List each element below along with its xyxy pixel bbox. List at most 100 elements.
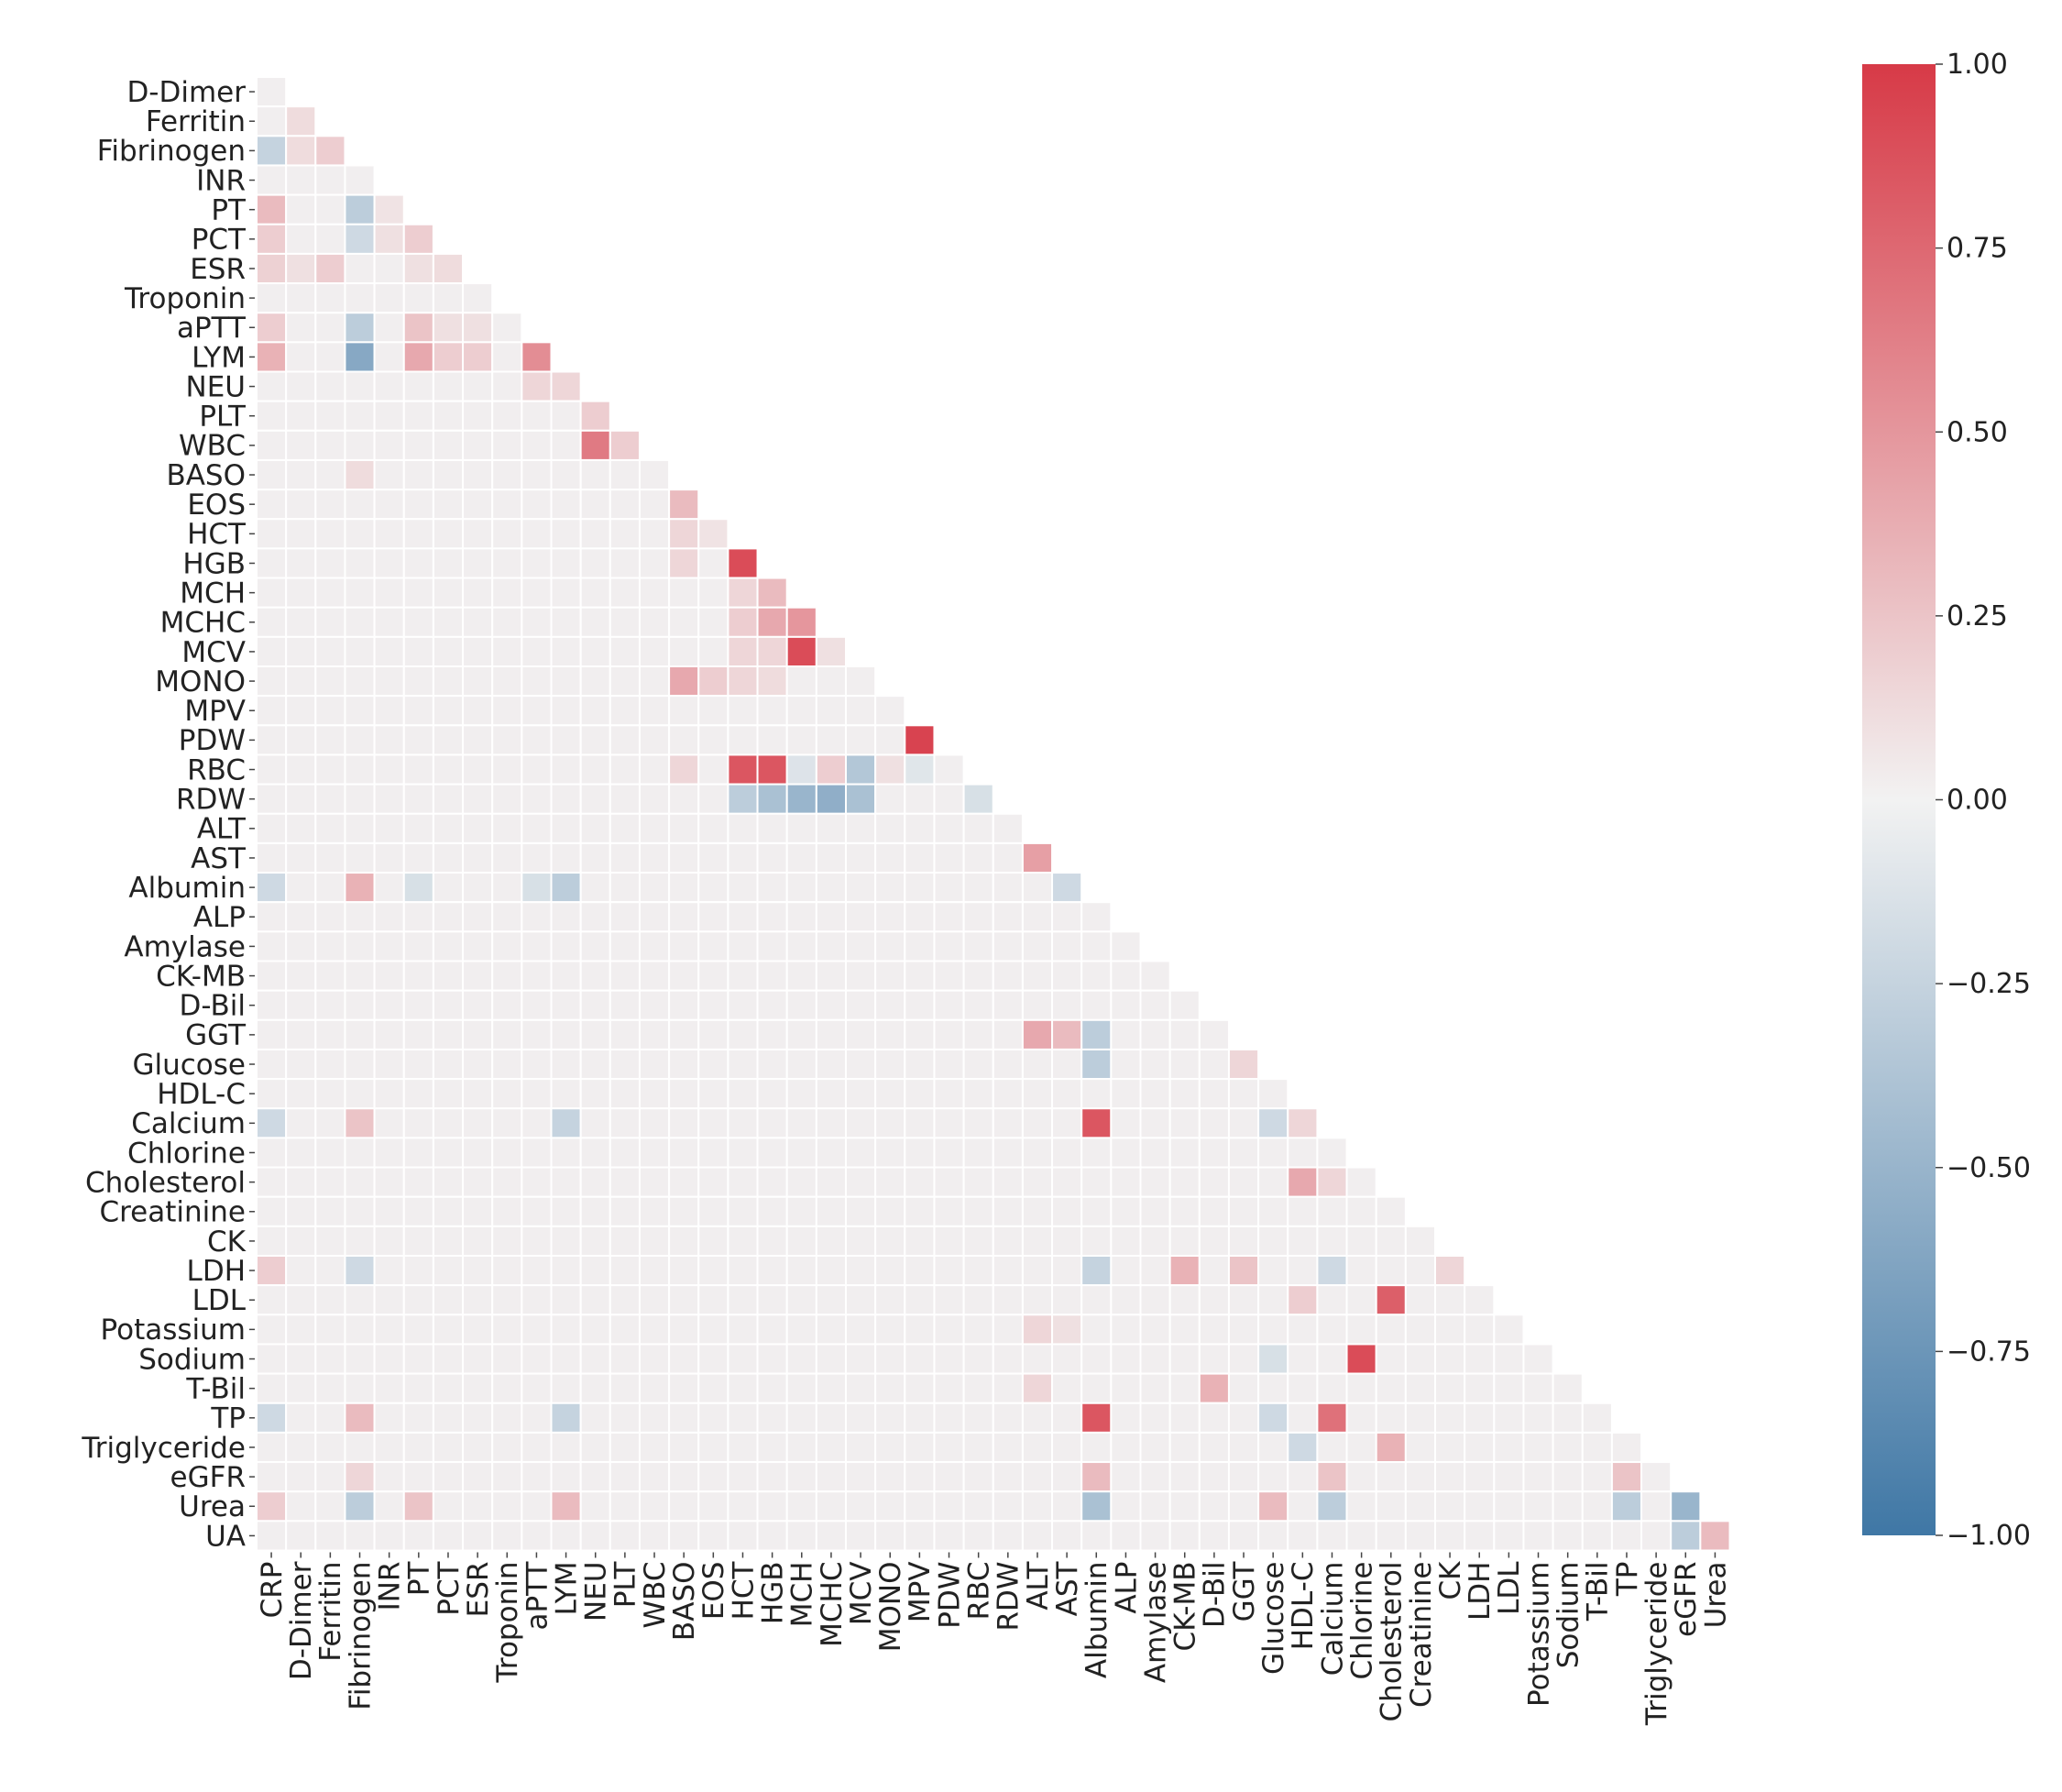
heatmap-cell-Potassium-GGT — [1227, 1314, 1260, 1346]
heatmap-cell-ALP-HGB — [756, 901, 788, 933]
heatmap-cell-Cholesterol-NEU — [579, 1166, 611, 1198]
heatmap-cell-INR-CRP — [256, 164, 288, 196]
heatmap-cell-T-Bil-ALP — [1110, 1372, 1142, 1404]
heatmap-cell-Urea-Albumin — [1080, 1490, 1113, 1523]
heatmap-cell-Sodium-MPV — [904, 1343, 936, 1375]
colorbar-tick-label: −0.25 — [1947, 968, 2031, 1000]
column-label: MPV — [904, 1562, 937, 1623]
heatmap-cell-Albumin-WBC — [638, 872, 671, 904]
heatmap-cell-LDH-Troponin — [491, 1255, 523, 1287]
heatmap-cell-eGFR-ALP — [1110, 1461, 1142, 1493]
heatmap-cell-PDW-HCT — [727, 724, 759, 756]
column-label: WBC — [639, 1562, 672, 1629]
heatmap-cell-Triglyceride-TP — [1610, 1431, 1643, 1464]
heatmap-cell-D-Bil-INR — [373, 989, 405, 1021]
heatmap-cell-LDH-HCT — [727, 1255, 759, 1287]
heatmap-cell-LDH-ALT — [1021, 1255, 1054, 1287]
heatmap-cell-RBC-NEU — [579, 753, 611, 786]
heatmap-cell-ALP-ESR — [462, 901, 494, 933]
heatmap-cell-AST-PT — [402, 841, 434, 874]
heatmap-cell-MONO-NEU — [579, 665, 611, 698]
heatmap-cell-Cholesterol-INR — [373, 1166, 405, 1198]
heatmap-cell-Creatinine-MCH — [785, 1195, 817, 1227]
heatmap-cell-LDH-MCHC — [815, 1255, 847, 1287]
heatmap-cell-MPV-PT — [402, 695, 434, 727]
heatmap-cell-Troponin-INR — [373, 282, 405, 314]
heatmap-cell-PLT-NEU — [579, 400, 611, 432]
heatmap-cell-ALT-PLT — [609, 812, 641, 844]
heatmap-cell-MCV-MCH — [785, 635, 817, 667]
heatmap-cell-RDW-INR — [373, 783, 405, 815]
heatmap-cell-TP-RDW — [992, 1402, 1024, 1434]
heatmap-cell-MCV-PCT — [432, 635, 465, 667]
heatmap-cell-Chlorine-HCT — [727, 1137, 759, 1169]
heatmap-cell-Creatinine-CK-MB — [1168, 1195, 1201, 1227]
heatmap-cell-TP-CRP — [256, 1402, 288, 1434]
heatmap-cell-GGT-AST — [1051, 1018, 1083, 1050]
heatmap-cell-Glucose-BASO — [668, 1048, 700, 1081]
heatmap-cell-D-Bil-MONO — [874, 989, 906, 1021]
heatmap-cell-Calcium-MPV — [904, 1107, 936, 1139]
heatmap-cell-Calcium-D-Bil — [1198, 1107, 1230, 1139]
heatmap-cell-LDH-PT — [402, 1255, 434, 1287]
heatmap-cell-UA-HGB — [756, 1520, 788, 1552]
heatmap-cell-BASO-Troponin — [491, 458, 523, 491]
heatmap-cell-LDH-GGT — [1227, 1255, 1260, 1287]
heatmap-cell-ALT-MPV — [904, 812, 936, 844]
heatmap-cell-WBC-D-Dimer — [285, 429, 317, 461]
heatmap-cell-CK-MB-PT — [402, 960, 434, 992]
heatmap-cell-TP-LYM — [550, 1402, 582, 1434]
heatmap-cell-PDW-PLT — [609, 724, 641, 756]
heatmap-cell-Sodium-Albumin — [1080, 1343, 1113, 1375]
heatmap-cell-T-Bil-CRP — [256, 1372, 288, 1404]
heatmap-cell-MCHC-HCT — [727, 606, 759, 638]
heatmap-cell-RDW-Troponin — [491, 783, 523, 815]
heatmap-cell-CK-Calcium — [1316, 1225, 1348, 1257]
heatmap-cell-Calcium-MCH — [785, 1107, 817, 1139]
heatmap-cell-Chlorine-CRP — [256, 1137, 288, 1169]
heatmap-cell-Albumin-MPV — [904, 872, 936, 904]
heatmap-cell-Glucose-PLT — [609, 1048, 641, 1081]
heatmap-cell-T-Bil-CK — [1434, 1372, 1466, 1404]
heatmap-cell-HGB-INR — [373, 547, 405, 579]
heatmap-cell-Triglyceride-Glucose — [1257, 1431, 1289, 1464]
heatmap-cell-LDL-HDL-C — [1287, 1284, 1319, 1316]
heatmap-cell-LDL-NEU — [579, 1284, 611, 1316]
heatmap-cell-T-Bil-CK-MB — [1168, 1372, 1201, 1404]
heatmap-cell-PDW-CRP — [256, 724, 288, 756]
heatmap-cell-LDH-ESR — [462, 1255, 494, 1287]
heatmap-cell-LDL-WBC — [638, 1284, 671, 1316]
heatmap-cell-ALP-BASO — [668, 901, 700, 933]
heatmap-cell-Cholesterol-CK-MB — [1168, 1166, 1201, 1198]
heatmap-cell-GGT-Fibrinogen — [344, 1018, 376, 1050]
heatmap-cell-Cholesterol-PLT — [609, 1166, 641, 1198]
heatmap-cell-MCHC-D-Dimer — [285, 606, 317, 638]
heatmap-cell-D-Bil-CRP — [256, 989, 288, 1021]
heatmap-cell-Triglyceride-PCT — [432, 1431, 465, 1464]
heatmap-cell-Triglyceride-D-Bil — [1198, 1431, 1230, 1464]
heatmap-cell-eGFR-WBC — [638, 1461, 671, 1493]
heatmap-cell-PDW-MCH — [785, 724, 817, 756]
heatmap-cell-Albumin-INR — [373, 872, 405, 904]
heatmap-cell-HCT-Troponin — [491, 518, 523, 550]
heatmap-cell-aPTT-Fibrinogen — [344, 312, 376, 344]
heatmap-cell-ALP-PDW — [933, 901, 965, 933]
heatmap-cell-HDL-C-RBC — [962, 1078, 994, 1110]
heatmap-cell-CK-MB-MCHC — [815, 960, 847, 992]
heatmap-cell-Creatinine-AST — [1051, 1195, 1083, 1227]
heatmap-cell-MCV-aPTT — [521, 635, 553, 667]
heatmap-cell-GGT-INR — [373, 1018, 405, 1050]
heatmap-cell-Glucose-WBC — [638, 1048, 671, 1081]
heatmap-cell-WBC-PLT — [609, 429, 641, 461]
heatmap-cell-Calcium-D-Dimer — [285, 1107, 317, 1139]
heatmap-cell-AST-PLT — [609, 841, 641, 874]
heatmap-cell-Glucose-D-Dimer — [285, 1048, 317, 1081]
heatmap-cell-Triglyceride-ALP — [1110, 1431, 1142, 1464]
heatmap-cell-MCHC-ESR — [462, 606, 494, 638]
heatmap-cell-UA-T-Bil — [1581, 1520, 1613, 1552]
heatmap-cell-Sodium-NEU — [579, 1343, 611, 1375]
heatmap-cell-PDW-Ferritin — [314, 724, 346, 756]
heatmap-cell-EOS-ESR — [462, 489, 494, 521]
heatmap-cell-HDL-C-HCT — [727, 1078, 759, 1110]
heatmap-cell-GGT-CRP — [256, 1018, 288, 1050]
